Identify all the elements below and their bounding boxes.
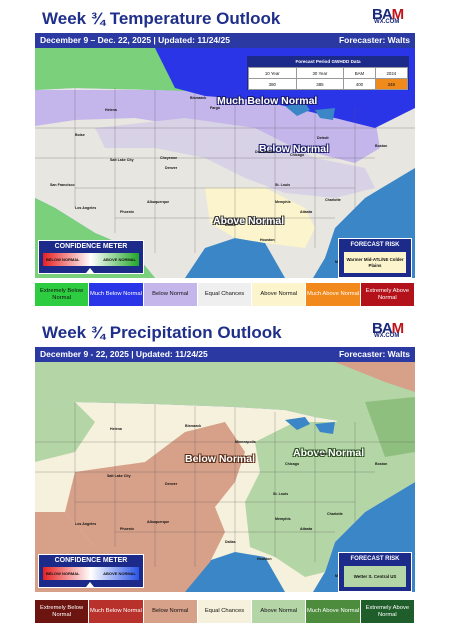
- gwhdd-value: 380: [248, 78, 297, 90]
- city-label: Dallas: [225, 540, 236, 544]
- risk-title: FORECAST RISK: [350, 556, 400, 562]
- confidence-bar: BELOW NORMAL ABOVE NORMAL: [43, 253, 139, 266]
- gwhdd-value: 348: [374, 78, 409, 90]
- gwhdd-header: BAM: [343, 67, 376, 79]
- legend-swatch: Below Normal: [143, 283, 198, 306]
- city-label: Atlanta: [300, 527, 313, 531]
- city-label: St. Louis: [275, 183, 291, 187]
- risk-text: Wetter S. Central US: [344, 566, 406, 587]
- city-label: Memphis: [275, 517, 291, 521]
- confidence-title: CONFIDENCE METER: [54, 557, 128, 564]
- city-label: Salt Lake City: [107, 474, 131, 478]
- legend-swatch: Extremely Below Normal: [35, 600, 90, 623]
- city-label: Dallas: [225, 223, 236, 227]
- legend-swatch: Below Normal: [143, 600, 198, 623]
- legend-swatch: Extremely Above Normal: [360, 600, 415, 623]
- gwhdd-value: 400: [343, 78, 376, 90]
- temp-dates: December 9 – Dec. 22, 2025 | Updated: 11…: [40, 35, 230, 45]
- temp-above-label: Above Normal: [213, 215, 285, 227]
- risk-title: FORECAST RISK: [350, 242, 400, 248]
- city-label: Minneapolis: [235, 440, 256, 444]
- city-label: Fargo: [210, 106, 220, 110]
- gwhdd-header: 30 Year: [295, 67, 345, 79]
- gwhdd-grid: 10 Year 30 Year BAM 2024 380 385 400 348: [248, 67, 409, 90]
- confidence-right-label: ABOVE NORMAL: [103, 571, 136, 576]
- confidence-bar: BELOW NORMAL ABOVE NORMAL: [43, 567, 139, 580]
- confidence-left-label: BELOW NORMAL: [46, 571, 80, 576]
- city-label: Charlotte: [327, 512, 343, 516]
- confidence-pointer-icon: [86, 582, 94, 587]
- gwhdd-value: 385: [295, 78, 345, 90]
- city-label: Houston: [257, 557, 272, 561]
- city-label: Chicago: [290, 153, 305, 157]
- city-label: Phoenix: [120, 527, 134, 531]
- temp-header-bar: December 9 – Dec. 22, 2025 | Updated: 11…: [35, 33, 415, 48]
- legend-swatch: Much Below Normal: [89, 600, 144, 623]
- city-label: Bismarck: [190, 96, 207, 100]
- city-label: Atlanta: [300, 210, 313, 214]
- precip-legend: Extremely Below Normal Much Below Normal B…: [35, 600, 415, 623]
- precip-dates: December 9 - 22, 2025 | Updated: 11/24/2…: [40, 349, 208, 359]
- legend-swatch: Much Below Normal: [89, 283, 144, 306]
- confidence-title: CONFIDENCE METER: [54, 243, 128, 250]
- city-label: Boston: [375, 144, 388, 148]
- precip-header-bar: December 9 - 22, 2025 | Updated: 11/24/2…: [35, 347, 415, 362]
- temp-much-below-label: Much Below Normal: [217, 95, 318, 107]
- bam-logo: BAM WX.COM: [372, 6, 404, 25]
- precip-above-label: Above Normal: [293, 447, 365, 459]
- city-label: Detroit: [317, 452, 329, 456]
- temp-forecast-risk: FORECAST RISK Warmer Mid-ATL/NE Colder P…: [338, 238, 412, 278]
- city-label: Detroit: [317, 136, 329, 140]
- precip-below-label: Below Normal: [185, 453, 256, 465]
- legend-swatch: Above Normal: [252, 600, 307, 623]
- city-label: Phoenix: [120, 210, 134, 214]
- legend-swatch: Equal Chances: [197, 283, 253, 306]
- legend-swatch: Much Above Normal: [306, 600, 361, 623]
- legend-swatch: Extremely Below Normal: [35, 283, 90, 306]
- precip-title: Week ¾ Precipitation Outlook: [42, 323, 282, 342]
- city-label: Albuquerque: [147, 520, 170, 524]
- precip-forecast-risk: FORECAST RISK Wetter S. Central US: [338, 552, 412, 592]
- city-label: San Francisco: [50, 183, 75, 187]
- precip-confidence-meter: CONFIDENCE METER BELOW NORMAL ABOVE NORM…: [38, 554, 144, 588]
- temp-legend: Extremely Below Normal Much Below Normal B…: [35, 283, 415, 306]
- city-label: Albuquerque: [147, 200, 170, 204]
- legend-swatch: Equal Chances: [197, 600, 253, 623]
- precip-forecaster: Forecaster: Walts: [338, 349, 410, 359]
- city-label: Chicago: [285, 462, 300, 466]
- gwhdd-header: 10 Year: [248, 67, 297, 79]
- temp-below-label: Below Normal: [259, 143, 330, 155]
- city-label: Helena: [105, 108, 117, 112]
- gwhdd-table: Forecast Period GWHDD Data 10 Year 30 Ye…: [247, 56, 409, 90]
- confidence-right-label: ABOVE NORMAL: [103, 257, 136, 262]
- city-label: Denver: [165, 482, 178, 486]
- city-label: Salt Lake City: [110, 158, 134, 162]
- temp-title: Week ¾ Temperature Outlook: [42, 9, 281, 28]
- city-label: St. Louis: [273, 492, 289, 496]
- city-label: Denver: [165, 166, 178, 170]
- city-label: Houston: [260, 238, 275, 242]
- temp-forecaster: Forecaster: Walts: [338, 35, 410, 45]
- risk-text: Warmer Mid-ATL/NE Colder Plains: [344, 252, 406, 273]
- gwhdd-header: 2024: [374, 67, 409, 79]
- temp-confidence-meter: CONFIDENCE METER BELOW NORMAL ABOVE NORM…: [38, 240, 144, 274]
- city-label: Los Angeles: [75, 522, 97, 526]
- confidence-pointer-icon: [86, 268, 94, 273]
- city-label: Des Moines: [255, 150, 275, 154]
- bam-logo: BAM WX.COM: [372, 320, 404, 339]
- city-label: Helena: [110, 427, 122, 431]
- city-label: Boise: [75, 133, 85, 137]
- city-label: Los Angeles: [75, 206, 97, 210]
- city-label: Charlotte: [325, 198, 341, 202]
- confidence-left-label: BELOW NORMAL: [46, 257, 80, 262]
- legend-swatch: Extremely Above Normal: [360, 283, 415, 306]
- legend-swatch: Above Normal: [252, 283, 307, 306]
- city-label: Bismarck: [185, 424, 202, 428]
- legend-swatch: Much Above Normal: [306, 283, 361, 306]
- gwhdd-title: Forecast Period GWHDD Data: [248, 57, 408, 67]
- city-label: Cheyenne: [160, 156, 178, 160]
- city-label: Boston: [375, 462, 388, 466]
- city-label: Memphis: [275, 200, 291, 204]
